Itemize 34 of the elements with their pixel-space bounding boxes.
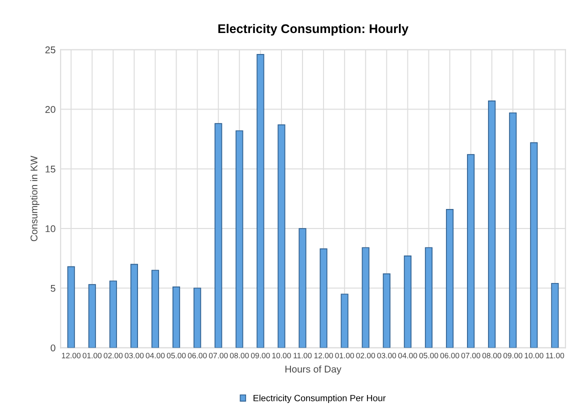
chart-title: Electricity Consumption: Hourly (218, 24, 408, 36)
bar (194, 288, 202, 348)
y-tick-label: 25 (45, 46, 56, 54)
bar (530, 142, 538, 348)
bar (278, 124, 286, 348)
bar (488, 100, 496, 348)
bar (320, 248, 328, 348)
bar (467, 154, 475, 348)
bar (509, 112, 517, 348)
bar (298, 228, 306, 348)
bar (446, 209, 454, 348)
bar (424, 247, 433, 348)
bar (151, 270, 160, 348)
bar (109, 280, 117, 348)
y-tick-label: 0 (50, 344, 56, 352)
x-axis-title: Hours of Day (285, 365, 342, 374)
bar (172, 286, 180, 348)
bar (67, 266, 75, 348)
y-axis-title: Consumption in KW (30, 156, 40, 242)
legend-label: Electricity Consumption Per Hour (254, 394, 386, 404)
y-tick-label: 5 (50, 284, 56, 292)
y-tick-label: 10 (46, 225, 56, 232)
bar (256, 54, 264, 348)
bar (404, 256, 412, 348)
y-tick-label: 20 (45, 106, 56, 113)
bar (88, 284, 96, 348)
bar (362, 247, 370, 348)
bar (236, 130, 244, 348)
bar (551, 282, 559, 348)
y-tick-label: 15 (46, 166, 56, 173)
bar (214, 123, 222, 348)
bar (130, 264, 138, 348)
bar (340, 294, 348, 348)
bar (382, 273, 390, 348)
